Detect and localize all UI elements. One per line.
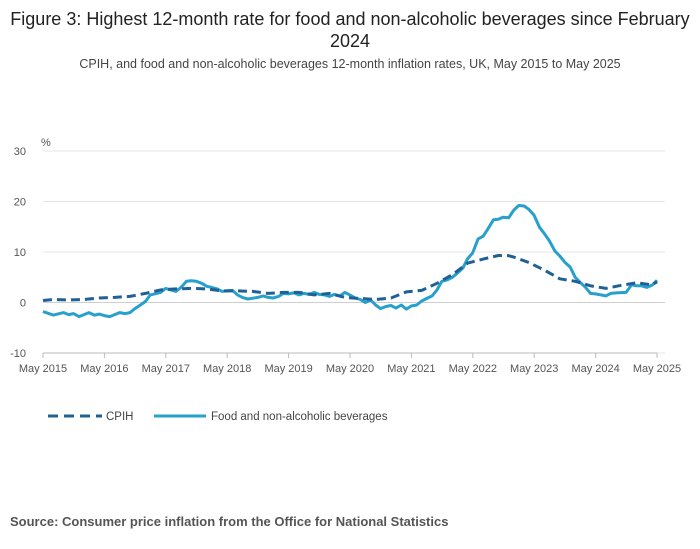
x-tick-label: May 2015 bbox=[19, 363, 67, 375]
chart-subtitle: CPIH, and food and non-alcoholic beverag… bbox=[79, 57, 621, 71]
x-tick-label: May 2016 bbox=[80, 363, 128, 375]
x-tick-label: May 2022 bbox=[449, 363, 497, 375]
legend-food-label: Food and non-alcoholic beverages bbox=[211, 411, 388, 423]
legend: CPIH Food and non-alcoholic beverages bbox=[48, 411, 388, 423]
series-line-cpih bbox=[42, 254, 658, 302]
y-axis-label: % bbox=[41, 137, 51, 149]
series-lines bbox=[42, 204, 659, 319]
x-tick-label: May 2019 bbox=[264, 363, 312, 375]
y-axis: 30 20 10 0 -10 bbox=[10, 146, 26, 360]
chart-title: Figure 3: Highest 12-month rate for food… bbox=[10, 9, 690, 51]
series-line-food bbox=[42, 204, 659, 319]
y-tick-label: -10 bbox=[10, 348, 26, 360]
x-tick-label: May 2023 bbox=[510, 363, 558, 375]
x-tick-label: May 2020 bbox=[326, 363, 374, 375]
x-axis: May 2015 May 2016 May 2017 May 2018 May 2019… bbox=[19, 352, 681, 375]
x-tick-label: May 2017 bbox=[142, 363, 190, 375]
y-tick-label: 0 bbox=[20, 298, 26, 310]
y-tick-label: 30 bbox=[14, 146, 26, 158]
y-tick-label: 10 bbox=[14, 247, 26, 259]
x-tick-label: May 2025 bbox=[633, 363, 681, 375]
legend-cpih-label: CPIH bbox=[106, 411, 133, 423]
grid-lines bbox=[43, 150, 665, 354]
source-note: Source: Consumer price inflation from th… bbox=[10, 514, 449, 529]
y-tick-label: 20 bbox=[14, 197, 26, 209]
x-tick-label: May 2024 bbox=[571, 363, 619, 375]
x-tick-label: May 2021 bbox=[387, 363, 435, 375]
x-tick-label: May 2018 bbox=[203, 363, 251, 375]
